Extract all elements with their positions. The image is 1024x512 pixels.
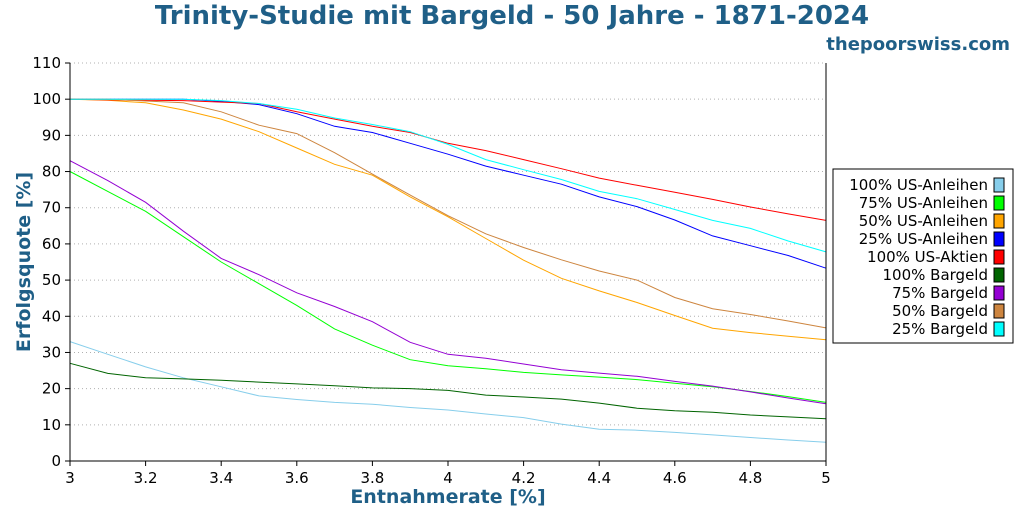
legend-swatch <box>993 267 1005 283</box>
series-line <box>69 341 827 443</box>
series-line <box>70 98 827 329</box>
legend-swatch <box>993 213 1005 229</box>
y-axis-title: Erfolgsquote [%] <box>13 172 35 352</box>
legend-swatch <box>993 321 1005 337</box>
legend-label: 75% Bargeld <box>892 284 988 302</box>
legend-swatch <box>993 303 1005 319</box>
series-line <box>70 98 827 269</box>
legend-swatch <box>993 249 1005 265</box>
legend-label: 25% US-Anleihen <box>859 230 988 248</box>
brand-watermark: thepoorswiss.com <box>826 34 1010 55</box>
chart-title: Trinity-Studie mit Bargeld - 50 Jahre - … <box>154 1 870 31</box>
x-tick-label: 3 <box>65 469 75 487</box>
x-tick-label: 3.6 <box>285 469 309 487</box>
series-line <box>69 171 827 403</box>
legend-label: 100% Bargeld <box>883 266 988 284</box>
y-tick-label: 40 <box>42 307 61 325</box>
legend-label: 50% US-Anleihen <box>859 212 988 230</box>
series-line <box>69 98 827 221</box>
x-tick-label: 5 <box>821 469 831 487</box>
x-axis-title: Entnahmerate [%] <box>350 486 545 508</box>
tick-labels: 0 10 20 30 40 50 60 70 80 90 100 110 3 3.2 3.4 3.6 3.8 4 4… <box>32 54 830 487</box>
legend-label: 100% US-Aktien <box>867 248 988 266</box>
axes <box>65 62 827 466</box>
x-tick-label: 4.2 <box>512 469 536 487</box>
y-tick-label: 20 <box>42 380 61 398</box>
x-tick-label: 4 <box>443 469 453 487</box>
series-lines <box>69 98 827 443</box>
y-tick-label: 80 <box>42 163 61 181</box>
y-tick-label: 10 <box>42 416 61 434</box>
legend-label: 50% Bargeld <box>892 302 988 320</box>
legend-swatch <box>993 177 1005 193</box>
x-tick-label: 4.8 <box>738 469 762 487</box>
legend-label: 75% US-Anleihen <box>859 194 988 212</box>
series-line <box>69 160 827 405</box>
y-tick-label: 50 <box>42 271 61 289</box>
x-tick-label: 4.4 <box>587 469 611 487</box>
y-tick-label: 60 <box>42 235 61 253</box>
y-tick-label: 30 <box>42 343 61 361</box>
x-tick-label: 3.2 <box>134 469 158 487</box>
series-line <box>69 362 827 420</box>
y-tick-label: 100 <box>32 90 61 108</box>
y-tick-label: 110 <box>32 54 61 72</box>
y-tick-label: 70 <box>42 199 61 217</box>
x-tick-label: 3.4 <box>209 469 233 487</box>
legend-swatch <box>993 195 1005 211</box>
legend-swatch <box>993 231 1005 247</box>
legend-swatch <box>993 285 1005 301</box>
x-tick-label: 4.6 <box>663 469 687 487</box>
legend-label: 100% US-Anleihen <box>849 176 988 194</box>
series-line <box>69 98 827 341</box>
legend-box <box>832 168 1014 344</box>
grid-lines <box>70 62 826 426</box>
x-tick-label: 3.8 <box>360 469 384 487</box>
y-tick-label: 0 <box>51 452 61 470</box>
legend-label: 25% Bargeld <box>892 320 988 338</box>
y-tick-label: 90 <box>42 126 61 144</box>
series-line <box>70 98 827 253</box>
